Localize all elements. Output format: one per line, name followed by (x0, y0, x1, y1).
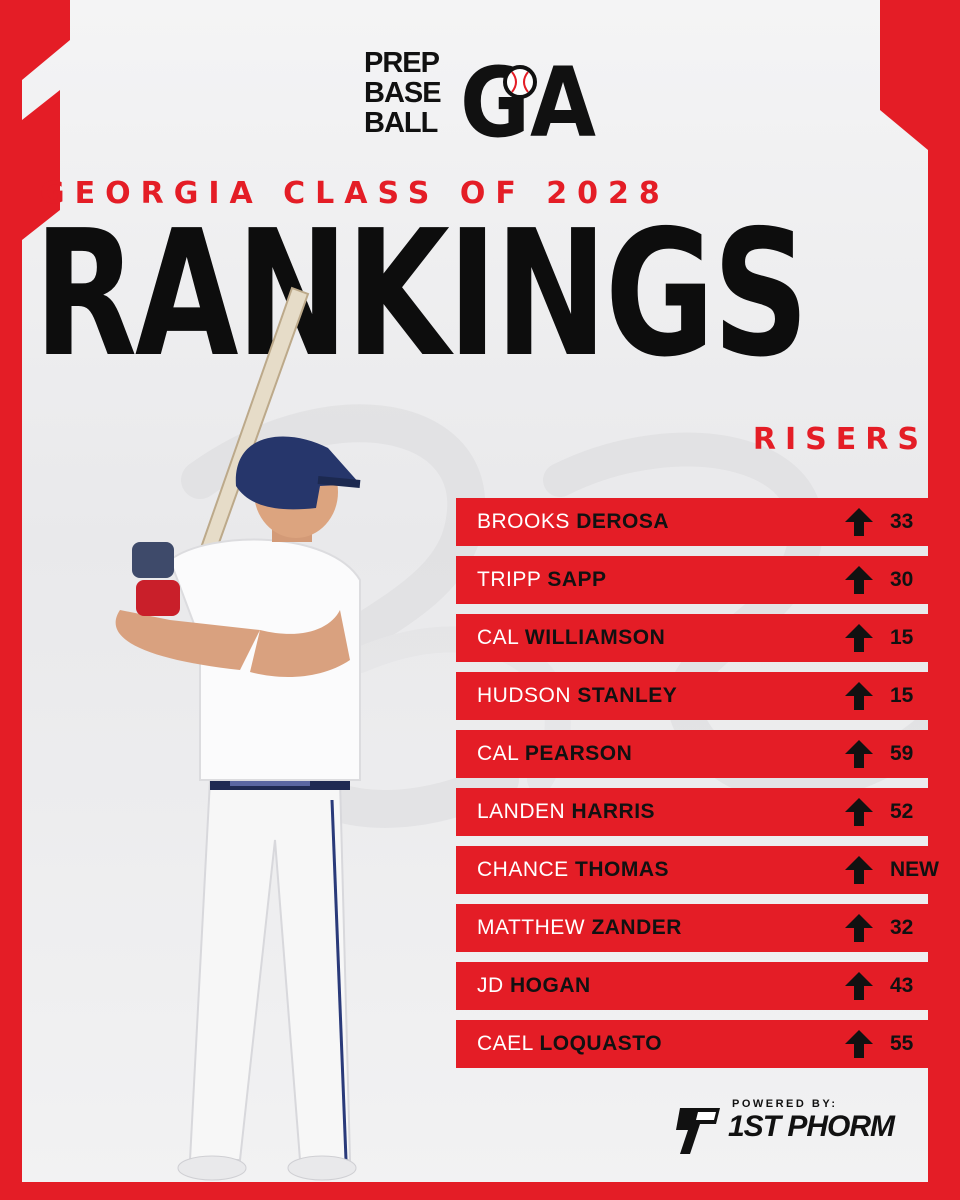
player-last-name: THOMAS (575, 858, 670, 881)
player-first-name: CHANCE (477, 858, 569, 881)
riser-row: CAEL LOQUASTO 55 (456, 1020, 960, 1068)
sponsor-brand: 1ST PHORM (728, 1110, 895, 1143)
rank-change: 43 (890, 974, 914, 997)
rank-change: 15 (890, 684, 914, 707)
ga-logo-mark: GA (460, 52, 596, 142)
frame-left (0, 0, 22, 1200)
logo-wordmark: PREP BASE BALL (364, 48, 456, 138)
prep-baseball-ga-logo: PREP BASE BALL GA (364, 48, 596, 144)
baseball-icon (503, 65, 537, 99)
player-name: TRIPP SAPP (477, 568, 607, 592)
player-name: BROOKS DEROSA (477, 510, 669, 534)
player-first-name: HUDSON (477, 684, 572, 707)
up-arrow-icon (845, 798, 873, 826)
logo-line-3: BALL (364, 107, 438, 139)
list-subtitle: RISERS (752, 422, 928, 457)
up-arrow-icon (845, 566, 873, 594)
class-kicker: GEORGIA CLASS OF 2028 (40, 176, 670, 211)
player-last-name: HOGAN (510, 974, 591, 997)
player-last-name: SAPP (547, 568, 607, 591)
riser-row: TRIPP SAPP 30 (456, 556, 960, 604)
player-last-name: LOQUASTO (539, 1032, 663, 1055)
up-arrow-icon (845, 972, 873, 1000)
rank-change: 30 (890, 568, 914, 591)
rank-change: 59 (890, 742, 914, 765)
riser-row: JD HOGAN 43 (456, 962, 960, 1010)
riser-row: CAL WILLIAMSON 15 (456, 614, 960, 662)
riser-row: HUDSON STANLEY 15 (456, 672, 960, 720)
up-arrow-icon (845, 624, 873, 652)
baseball-player-image (115, 286, 361, 1181)
player-name: CAEL LOQUASTO (477, 1032, 662, 1056)
logo-line-1: PREP (364, 47, 440, 79)
player-name: LANDEN HARRIS (477, 800, 655, 824)
sponsor-block: POWERED BY: 1ST PHORM (676, 1098, 916, 1156)
player-last-name: DEROSA (576, 510, 670, 533)
riser-row: BROOKS DEROSA 33 (456, 498, 960, 546)
page-title: RANKINGS (34, 193, 809, 396)
1st-phorm-logo-icon (676, 1108, 720, 1154)
risers-list: BROOKS DEROSA 33 TRIPP SAPP 30 CAL WILLIAMSO… (456, 498, 960, 1078)
player-name: HUDSON STANLEY (477, 684, 677, 708)
up-arrow-icon (845, 1030, 873, 1058)
up-arrow-icon (845, 914, 873, 942)
riser-row: LANDEN HARRIS 52 (456, 788, 960, 836)
player-first-name: CAEL (477, 1032, 534, 1055)
logo-line-2: BASE (364, 77, 442, 109)
player-name: MATTHEW ZANDER (477, 916, 682, 940)
player-last-name: PEARSON (524, 742, 633, 765)
player-first-name: CAL (477, 626, 519, 649)
player-name: CAL WILLIAMSON (477, 626, 665, 650)
rank-change: 55 (890, 1032, 914, 1055)
player-first-name: BROOKS (477, 510, 570, 533)
riser-row: CHANCE THOMAS NEW (456, 846, 960, 894)
player-first-name: MATTHEW (477, 916, 586, 939)
riser-row: MATTHEW ZANDER 32 (456, 904, 960, 952)
player-name: CHANCE THOMAS (477, 858, 669, 882)
player-last-name: STANLEY (577, 684, 678, 707)
corner-stripes-right (880, 0, 928, 150)
player-first-name: TRIPP (477, 568, 541, 591)
player-last-name: ZANDER (591, 916, 682, 939)
frame-bottom (0, 1182, 960, 1200)
up-arrow-icon (845, 508, 873, 536)
rank-change: 32 (890, 916, 914, 939)
player-name: CAL PEARSON (477, 742, 632, 766)
up-arrow-icon (845, 856, 873, 884)
rank-change: 33 (890, 510, 914, 533)
player-name: JD HOGAN (477, 974, 591, 998)
up-arrow-icon (845, 682, 873, 710)
player-first-name: JD (477, 974, 504, 997)
player-first-name: CAL (477, 742, 519, 765)
rank-change: 15 (890, 626, 914, 649)
riser-row: CAL PEARSON 59 (456, 730, 960, 778)
player-first-name: LANDEN (477, 800, 566, 823)
player-last-name: HARRIS (571, 800, 656, 823)
corner-stripes-left (22, 0, 70, 240)
rank-change: NEW (890, 858, 939, 881)
up-arrow-icon (845, 740, 873, 768)
powered-by-label: POWERED BY: (732, 1098, 838, 1110)
player-last-name: WILLIAMSON (524, 626, 666, 649)
rank-change: 52 (890, 800, 914, 823)
